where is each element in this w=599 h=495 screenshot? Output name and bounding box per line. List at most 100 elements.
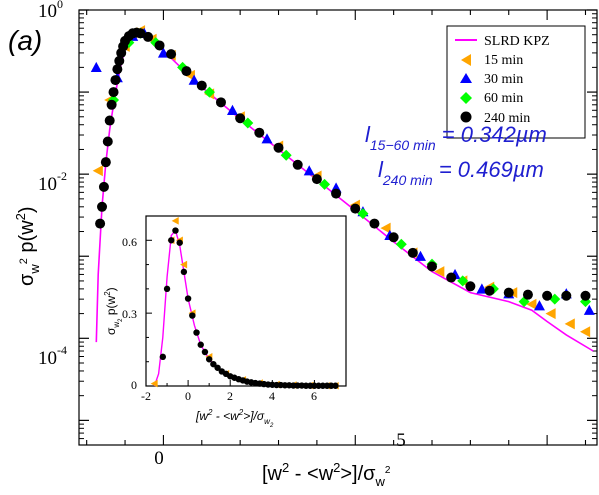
main-point-240-min	[369, 218, 380, 229]
inset-point-240-min	[205, 356, 213, 363]
panel-label: (a)	[8, 25, 42, 56]
main-point-30-min	[188, 74, 200, 85]
inset-point-15-min	[150, 379, 158, 388]
inset-point-240-min	[168, 237, 175, 244]
main-y-tick-1-base: 10	[38, 174, 57, 195]
inset-point-240-min	[214, 364, 221, 371]
inset-point-240-min	[163, 285, 171, 293]
inset-point-240-min	[184, 295, 192, 302]
main-point-15-min	[380, 222, 391, 234]
main-point-240-min	[154, 40, 165, 51]
main-point-30-min	[226, 104, 238, 115]
inset-point-240-min	[201, 348, 209, 356]
legend-label-60min: 60 min	[484, 91, 523, 106]
main-point-240-min	[143, 31, 154, 42]
inset-point-240-min	[176, 239, 183, 246]
main-plot-area	[79, 9, 597, 445]
main-point-240-min	[465, 281, 476, 292]
main-point-30-min	[157, 47, 169, 58]
main-point-15-min	[564, 318, 575, 330]
main-point-240-min	[427, 261, 438, 272]
main-point-60-min	[357, 208, 369, 220]
main-point-240-min	[104, 115, 115, 126]
inset-y-tick-1: 0.3	[122, 307, 137, 321]
main-point-15-min	[545, 308, 556, 320]
main-point-240-min	[484, 285, 495, 296]
main-point-30-min	[90, 61, 102, 73]
main-point-60-min	[319, 178, 331, 190]
main-y-tick-1: 10 -2	[38, 169, 67, 195]
main-y-tick-0: 10 0	[38, 0, 63, 22]
annotation-l240: l240 min = 0.469µm	[378, 157, 544, 188]
inset-point-240-min	[193, 329, 200, 336]
inset-point-240-min	[189, 312, 196, 319]
inset-point-15-min	[180, 260, 188, 269]
inset-y-tick-2: 0.6	[122, 235, 137, 249]
main-point-60-min	[395, 238, 407, 250]
main-point-240-min	[542, 290, 553, 301]
main-y-tick-2-base: 10	[38, 348, 57, 369]
main-point-240-min	[388, 232, 399, 243]
legend-label-kpz: SLRD KPZ	[484, 34, 550, 49]
main-point-240-min	[273, 142, 284, 153]
main-point-240-min	[181, 66, 192, 77]
inset-y-label: σw2 p(w2)	[103, 287, 124, 335]
main-point-30-min	[533, 300, 545, 311]
legend-item-60min: 60 min	[460, 91, 523, 106]
legend-item-240min: 240 min	[460, 111, 530, 126]
main-point-240-min	[196, 80, 207, 91]
main-point-240-min	[311, 174, 322, 185]
main-y-label: σw2 p(w2)	[13, 206, 42, 286]
main-point-240-min	[503, 287, 514, 298]
main-point-30-min	[261, 133, 273, 144]
main-point-15-min	[92, 165, 103, 177]
main-y-tick-1-exp: -2	[57, 169, 67, 183]
inset-x-tick-4: 6	[311, 389, 317, 403]
main-point-60-min	[203, 86, 215, 98]
main-point-240-min	[98, 181, 109, 192]
main-y-tick-2-exp: -4	[57, 343, 67, 357]
main-point-240-min	[114, 55, 125, 66]
legend-label-30min: 30 min	[484, 72, 523, 87]
main-point-15-min	[579, 326, 591, 338]
legend-swatch-240min	[460, 111, 472, 123]
inset-x-tick-1: 0	[185, 389, 191, 403]
legend-item-15min: 15 min	[461, 53, 523, 68]
inset-point-240-min	[180, 268, 188, 276]
main-point-240-min	[106, 99, 117, 110]
main-point-240-min	[331, 188, 342, 199]
main-x-tick-1: 5	[396, 430, 406, 451]
inset-x-tick-0: -2	[141, 389, 151, 403]
main-ticks	[79, 9, 597, 445]
inset-x-tick-3: 4	[269, 389, 275, 403]
main-point-240-min	[112, 64, 123, 75]
main-point-240-min	[350, 203, 361, 214]
legend-item-kpz: SLRD KPZ	[455, 34, 550, 49]
main-x-tick-0: 0	[154, 448, 164, 469]
main-point-60-min	[242, 117, 254, 129]
annotation-l15-60: l15−60 min = 0.342µm	[365, 122, 547, 153]
main-x-label: [w2 - <w2>]/σw2	[262, 460, 391, 489]
main-point-240-min	[254, 127, 265, 138]
main-point-240-min	[110, 75, 121, 86]
inset-x-label: [w2 - <w2>]/σw2	[195, 408, 274, 429]
inset-frame	[145, 215, 347, 387]
inset-point-240-min	[210, 360, 217, 368]
main-point-240-min	[407, 247, 418, 258]
main-point-240-min	[135, 28, 146, 39]
main-point-30-min	[583, 304, 595, 315]
main-point-240-min	[97, 201, 108, 212]
main-point-15-min	[434, 266, 445, 278]
main-point-240-min	[561, 290, 572, 301]
inset-ticks	[145, 239, 336, 387]
inset-y-tick-0: 0	[131, 378, 137, 392]
legend-label-240min: 240 min	[484, 111, 530, 126]
inset-point-15-min	[171, 217, 179, 225]
inset-x-tick-2: 2	[227, 389, 233, 403]
legend: SLRD KPZ 15 min 30 min 60 min 240 min	[455, 34, 550, 126]
main-point-240-min	[292, 159, 303, 170]
main-point-240-min	[166, 49, 177, 60]
legend-item-30min: 30 min	[460, 72, 523, 87]
main-point-240-min	[580, 290, 591, 301]
